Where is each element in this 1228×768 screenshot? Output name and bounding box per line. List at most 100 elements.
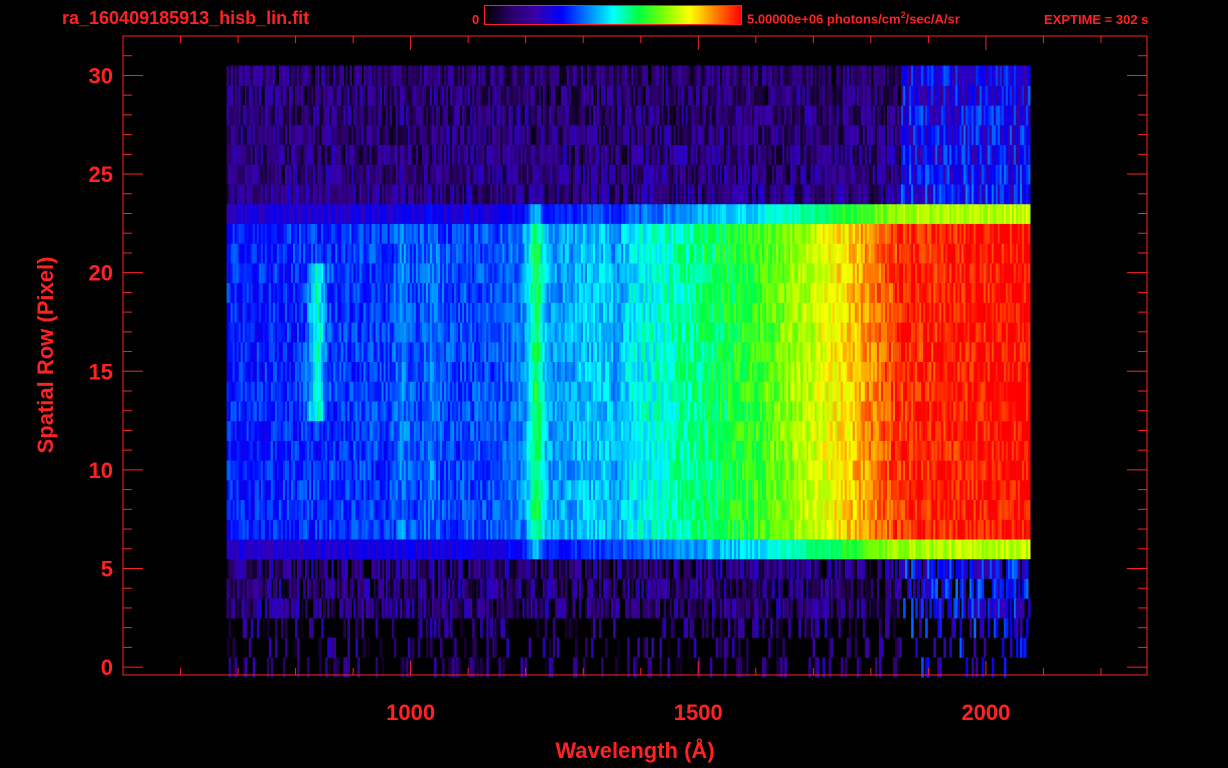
heatmap-cell [550, 519, 554, 540]
heatmap-cell [266, 400, 270, 422]
heatmap-cell [907, 420, 910, 441]
heatmap-cell [1003, 420, 1007, 441]
heatmap-cell [280, 381, 284, 402]
heatmap-cell [474, 361, 477, 382]
heatmap-cell [562, 381, 566, 402]
heatmap-cell [256, 440, 260, 461]
heatmap-cell [796, 598, 799, 619]
heatmap-cell [585, 479, 588, 501]
heatmap-cell [762, 400, 765, 422]
heatmap-cell [415, 538, 419, 560]
heatmap-cell [870, 460, 874, 481]
heatmap-cell [345, 558, 348, 579]
heatmap-cell [554, 440, 558, 461]
heatmap-cell [645, 400, 648, 422]
heatmap-cell [955, 598, 958, 619]
heatmap-cell [409, 440, 413, 461]
heatmap-cell [929, 400, 932, 422]
heatmap-cell [538, 440, 542, 461]
heatmap-cell [325, 538, 328, 560]
heatmap-cell [878, 637, 882, 658]
heatmap-cell [576, 460, 580, 481]
heatmap-cell [234, 361, 238, 382]
heatmap-cell [375, 538, 379, 560]
heatmap-cell [731, 440, 735, 461]
heatmap-cell [957, 400, 960, 422]
heatmap-cell [733, 617, 737, 639]
heatmap-cell [433, 519, 437, 540]
heatmap-cell [792, 479, 795, 501]
heatmap-cell [431, 361, 435, 382]
heatmap-cell [637, 538, 640, 560]
heatmap-cell [744, 499, 747, 520]
heatmap-cell [613, 420, 616, 441]
heatmap-cell [385, 519, 389, 540]
heatmap-cell [762, 381, 765, 402]
heatmap-cell [568, 400, 572, 422]
heatmap-cell [357, 440, 360, 461]
heatmap-cell [544, 400, 548, 422]
heatmap-cell [792, 460, 795, 481]
heatmap-image [226, 65, 1031, 678]
heatmap-cell [337, 361, 340, 382]
heatmap-cell [387, 479, 391, 501]
heatmap-cell [792, 400, 795, 422]
heatmap-cell [1017, 558, 1021, 579]
heatmap-cell [931, 538, 934, 560]
heatmap-cell [295, 460, 298, 481]
heatmap-cell [417, 420, 421, 441]
heatmap-cell [895, 420, 898, 441]
heatmap-cell [474, 381, 477, 402]
heatmap-cell [423, 558, 427, 579]
heatmap-cell [448, 361, 451, 382]
heatmap-cell [719, 637, 723, 658]
heatmap-cell [373, 538, 377, 560]
heatmap-cell [389, 598, 393, 619]
heatmap-cell [919, 400, 922, 422]
heatmap-cell [351, 558, 354, 579]
heatmap-cell [303, 460, 306, 481]
heatmap-cell [524, 657, 528, 678]
heatmap-cell [1019, 420, 1023, 441]
heatmap-cell [953, 538, 956, 560]
heatmap-cell [591, 460, 594, 481]
heatmap-cell [568, 361, 572, 382]
heatmap-cell [782, 420, 785, 441]
heatmap-cell [597, 598, 600, 619]
heatmap-cell [808, 657, 811, 678]
heatmap-cell [454, 420, 457, 441]
heatmap-cell [536, 519, 540, 540]
heatmap-cell [331, 558, 334, 579]
heatmap-cell [1017, 400, 1021, 422]
heatmap-cell [1021, 578, 1025, 599]
heatmap-cell [272, 440, 276, 461]
heatmap-cell [442, 538, 445, 560]
heatmap-cell [935, 420, 938, 441]
heatmap-cell [329, 479, 332, 501]
heatmap-cell [564, 499, 568, 520]
heatmap-cell [993, 578, 997, 599]
heatmap-cell [653, 558, 656, 579]
heatmap-cell [772, 460, 775, 481]
heatmap-cell [897, 381, 900, 402]
heatmap-cell [331, 381, 334, 402]
heatmap-cell [270, 361, 274, 382]
heatmap-cell [677, 558, 681, 579]
heatmap-cell [572, 460, 576, 481]
heatmap-cell [266, 361, 270, 382]
heatmap-cell [295, 598, 298, 619]
heatmap-cell [969, 598, 973, 619]
heatmap-cell [786, 598, 789, 619]
heatmap-cell [995, 598, 999, 619]
heatmap-cell [756, 420, 759, 441]
heatmap-cell [284, 420, 288, 441]
heatmap-cell [280, 519, 284, 540]
heatmap-cell [333, 420, 336, 441]
heatmap-cell [274, 578, 278, 599]
heatmap-cell [677, 460, 681, 481]
heatmap-cell [272, 598, 276, 619]
heatmap-cell [589, 400, 592, 422]
heatmap-cell [226, 637, 230, 658]
heatmap-cell [486, 400, 489, 422]
heatmap-cell [689, 420, 693, 441]
